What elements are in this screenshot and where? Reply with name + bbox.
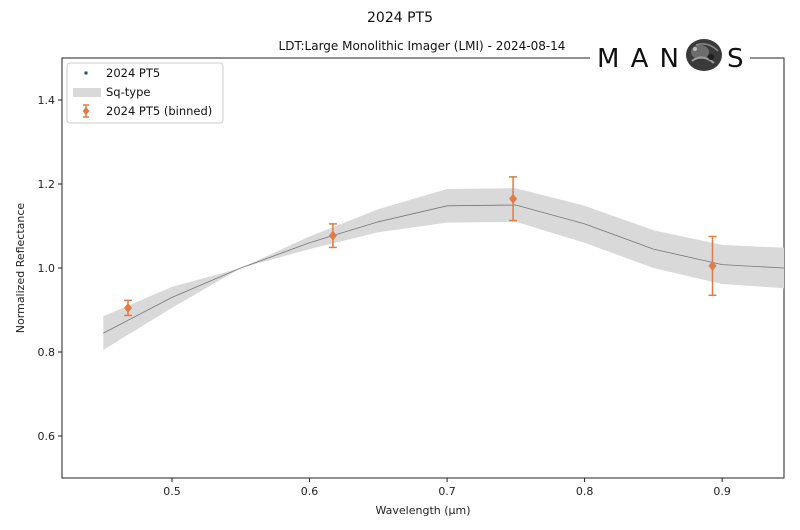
x-axis-label: Wavelength (μm) bbox=[375, 504, 470, 517]
manos-logo: MAN S bbox=[590, 32, 750, 78]
x-tick-label: 0.7 bbox=[438, 485, 456, 498]
legend-label-binned: 2024 PT5 (binned) bbox=[106, 104, 212, 118]
legend-label-2024-pt5: 2024 PT5 bbox=[106, 66, 160, 80]
binned-point bbox=[124, 299, 133, 317]
x-axis-ticks: 0.5 0.6 0.7 0.8 0.9 bbox=[163, 478, 731, 498]
chart-subtitle: LDT:Large Monolithic Imager (LMI) - 2024… bbox=[279, 39, 566, 53]
legend: 2024 PT5 Sq-type 2024 PT5 (binned) bbox=[66, 62, 224, 124]
sq-type-mean-line-layer bbox=[103, 204, 785, 334]
y-tick-label: 0.8 bbox=[38, 346, 56, 359]
logo-text-right: S bbox=[727, 44, 744, 74]
x-tick-label: 0.6 bbox=[301, 485, 319, 498]
binned-marker bbox=[509, 193, 518, 204]
x-tick-label: 0.9 bbox=[713, 485, 731, 498]
legend-box bbox=[66, 62, 224, 124]
x-tick-label: 0.8 bbox=[576, 485, 594, 498]
y-tick-label: 1.0 bbox=[38, 262, 56, 275]
binned-marker bbox=[708, 260, 717, 271]
binned-point bbox=[328, 223, 337, 249]
logo-text-left: MAN bbox=[597, 44, 679, 74]
chart-title: 2024 PT5 bbox=[367, 10, 433, 26]
binned-marker bbox=[328, 230, 337, 241]
y-axis-label: Normalized Reflectance bbox=[14, 203, 27, 334]
sq-type-mean-line bbox=[103, 204, 785, 334]
y-tick-label: 1.2 bbox=[38, 178, 56, 191]
sq-type-band bbox=[103, 188, 785, 350]
y-tick-label: 0.6 bbox=[38, 430, 56, 443]
binned-point bbox=[509, 176, 518, 222]
binned-marker bbox=[124, 302, 133, 313]
x-tick-label: 0.5 bbox=[163, 485, 181, 498]
asteroid-icon bbox=[686, 39, 722, 71]
legend-label-sq-type: Sq-type bbox=[106, 85, 150, 99]
sq-type-band-layer bbox=[103, 188, 785, 350]
y-tick-label: 1.4 bbox=[38, 94, 56, 107]
legend-marker-binned bbox=[82, 104, 90, 118]
legend-marker-2024-pt5 bbox=[84, 71, 88, 75]
legend-swatch-sq-type bbox=[73, 88, 101, 97]
binned-point bbox=[708, 235, 717, 297]
binned-points-layer bbox=[124, 176, 717, 317]
y-axis-ticks: 0.6 0.8 1.0 1.2 1.4 bbox=[38, 94, 62, 443]
